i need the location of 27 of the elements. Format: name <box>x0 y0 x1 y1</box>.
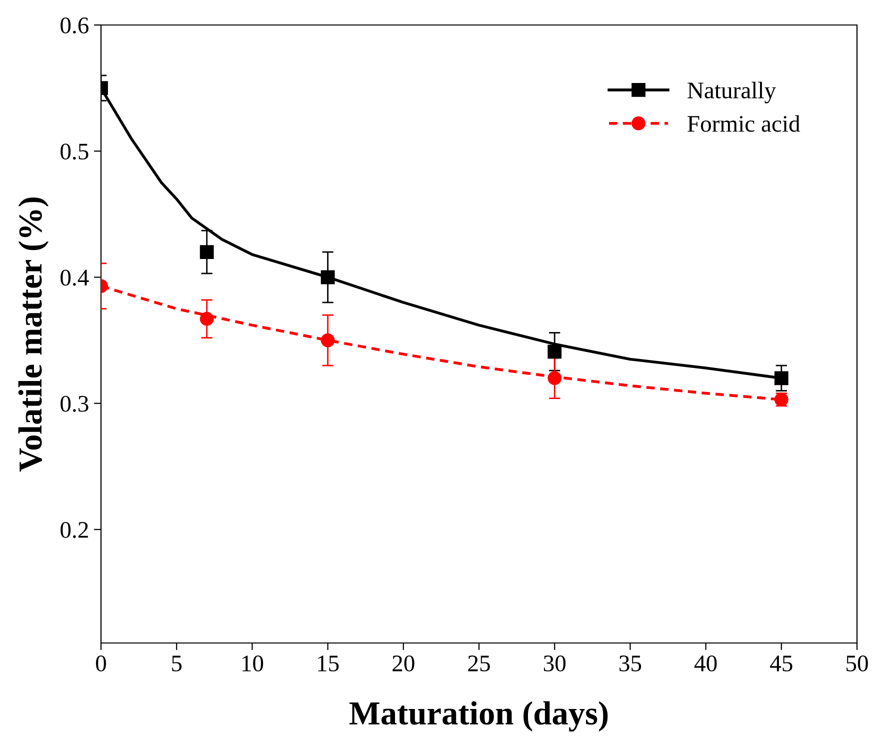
x-tick-label: 15 <box>318 656 339 672</box>
legend-label: Naturally <box>688 82 776 104</box>
point <box>548 371 562 386</box>
y-tick-label: 0.2 <box>60 522 88 538</box>
point <box>320 333 335 348</box>
point <box>320 270 335 284</box>
legend-label: Formic acid <box>688 115 800 132</box>
y-axis-title: Volatile matter (%) <box>18 198 49 472</box>
x-tick-label: 40 <box>694 655 717 672</box>
point <box>548 344 562 359</box>
y-tick-label: 0.6 <box>60 17 88 34</box>
y-tick-label: 0.3 <box>60 396 88 412</box>
y-tick-label: 0.4 <box>60 270 89 286</box>
x-tick-label: 0 <box>96 655 106 672</box>
x-tick-label: 5 <box>172 656 182 672</box>
x-tick-label: 30 <box>544 655 566 672</box>
x-tick-label: 20 <box>392 655 414 672</box>
x-axis-title: Maturation (days) <box>349 701 608 732</box>
x-tick-label: 50 <box>846 655 868 672</box>
point <box>200 312 214 326</box>
x-tick-label: 45 <box>770 656 792 672</box>
x-tick-label: 25 <box>468 656 490 672</box>
point <box>200 245 214 259</box>
point <box>774 371 788 386</box>
y-tick-label: 0.5 <box>60 144 88 160</box>
x-tick-label: 10 <box>242 655 264 672</box>
x-tick-label: 35 <box>620 656 642 672</box>
